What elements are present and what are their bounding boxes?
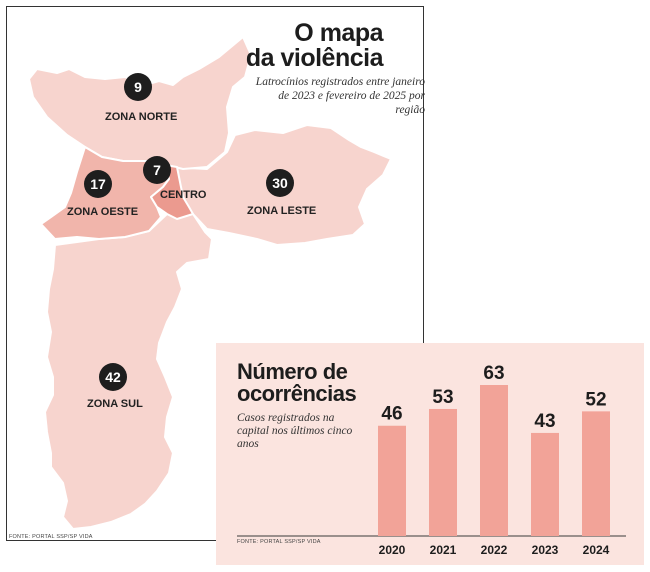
zona-oeste-count-badge: 17: [84, 170, 112, 198]
bar-value-label-2024: 52: [585, 389, 606, 410]
bar-value-label-2020: 46: [381, 404, 402, 425]
centro-count-badge: 7: [143, 156, 171, 184]
map-panel: 9 ZONA NORTE 7 CENTRO 17 ZONA OESTE 30 Z…: [6, 6, 425, 541]
bar-chart: 46 2020 53 2021 63 2022 43 2023 52 2024: [237, 363, 626, 557]
zona-norte-count-badge: 9: [124, 73, 152, 101]
x-tick-label-2022: 2022: [481, 543, 508, 557]
bar-value-label-2023: 43: [534, 411, 555, 432]
chart-subtitle: Casos registrados na capital nos últimos…: [237, 412, 353, 450]
zona-leste-count-badge: 30: [266, 169, 294, 197]
x-tick-label-2020: 2020: [379, 543, 406, 557]
chart-panel: Número de ocorrências Casos registrados …: [216, 343, 644, 565]
chart-source: FONTE: PORTAL SSP/SP VIDA: [237, 539, 321, 545]
x-tick-label-2023: 2023: [532, 543, 559, 557]
zona-leste-label: ZONA LESTE: [247, 205, 317, 217]
region-zona-sul[interactable]: [44, 213, 213, 530]
chart-title-line1: Número de: [237, 359, 348, 384]
map-title-line2: da violência: [245, 44, 384, 72]
chart-title: Número de ocorrências: [237, 361, 367, 405]
map-source: FONTE: PORTAL SSP/SP VIDA: [9, 534, 93, 540]
bar-value-label-2021: 53: [432, 387, 453, 408]
bar-2023: [531, 432, 559, 536]
bar-2024: [582, 411, 610, 536]
bar-value-label-2022: 63: [483, 363, 504, 384]
zona-sul-label: ZONA SUL: [87, 398, 143, 410]
map-title: O mapa da violência: [213, 19, 384, 72]
chart-title-line2: ocorrências: [237, 381, 357, 406]
zona-sul-count-badge: 42: [99, 363, 127, 391]
map-title-line1: O mapa: [294, 19, 383, 47]
map-subtitle: Latrocínios registrados entre janeiro de…: [255, 76, 425, 116]
bar-2022: [480, 385, 508, 536]
x-tick-label-2021: 2021: [430, 543, 457, 557]
region-centro[interactable]: [150, 164, 194, 220]
zona-oeste-label: ZONA OESTE: [67, 206, 139, 218]
zona-norte-label: ZONA NORTE: [105, 111, 178, 123]
bar-2020: [378, 425, 406, 536]
sao-paulo-map: [28, 36, 392, 530]
x-tick-label-2024: 2024: [583, 543, 610, 557]
bar-2021: [429, 408, 457, 536]
centro-label: CENTRO: [160, 189, 207, 201]
